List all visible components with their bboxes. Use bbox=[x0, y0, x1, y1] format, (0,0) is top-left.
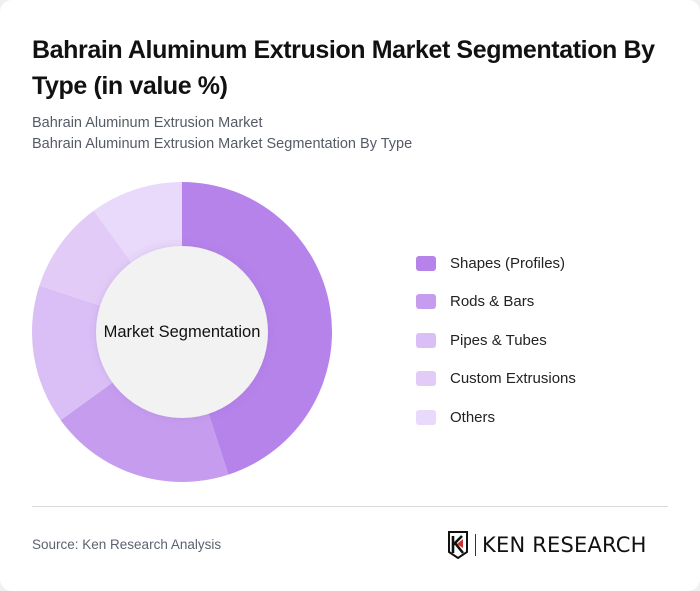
donut-chart-svg bbox=[32, 182, 332, 482]
legend-swatch bbox=[416, 409, 436, 425]
legend-swatch bbox=[416, 371, 436, 387]
legend-item-custom-extrusions[interactable]: Custom Extrusions bbox=[416, 360, 576, 399]
legend-label: Pipes & Tubes bbox=[450, 331, 547, 349]
logo-wordmark: KEN RESEARCH bbox=[482, 533, 647, 557]
ken-research-shield-icon bbox=[448, 531, 468, 559]
subtitle-line-2: Bahrain Aluminum Extrusion Market Segmen… bbox=[32, 136, 413, 152]
legend-item-shapes-profiles[interactable]: Shapes (Profiles) bbox=[416, 244, 576, 283]
ken-research-logo: KEN RESEARCH bbox=[447, 530, 647, 560]
legend-swatch bbox=[416, 255, 436, 271]
legend-swatch bbox=[416, 332, 436, 348]
donut-chart: Market Segmentation bbox=[32, 182, 332, 482]
chart-title: Bahrain Aluminum Extrusion Market Segmen… bbox=[32, 36, 655, 100]
legend-item-others[interactable]: Others bbox=[416, 398, 576, 437]
legend-item-rods-bars[interactable]: Rods & Bars bbox=[416, 283, 576, 322]
source-note: Source: Ken Research Analysis bbox=[32, 537, 222, 552]
legend-item-pipes-tubes[interactable]: Pipes & Tubes bbox=[416, 321, 576, 360]
donut-center bbox=[96, 246, 268, 418]
footer-divider bbox=[32, 506, 668, 507]
legend-swatch bbox=[416, 294, 436, 310]
chart-subtitle: Bahrain Aluminum Extrusion Market Bahrai… bbox=[32, 113, 412, 155]
legend-label: Others bbox=[450, 408, 496, 426]
legend-label: Shapes (Profiles) bbox=[450, 254, 566, 272]
legend-label: Rods & Bars bbox=[450, 293, 535, 311]
legend-label: Custom Extrusions bbox=[450, 370, 576, 388]
chart-legend: Shapes (Profiles) Rods & Bars Pipes & Tu… bbox=[416, 244, 576, 437]
subtitle-line-1: Bahrain Aluminum Extrusion Market bbox=[32, 115, 263, 131]
logo-separator bbox=[475, 534, 476, 556]
